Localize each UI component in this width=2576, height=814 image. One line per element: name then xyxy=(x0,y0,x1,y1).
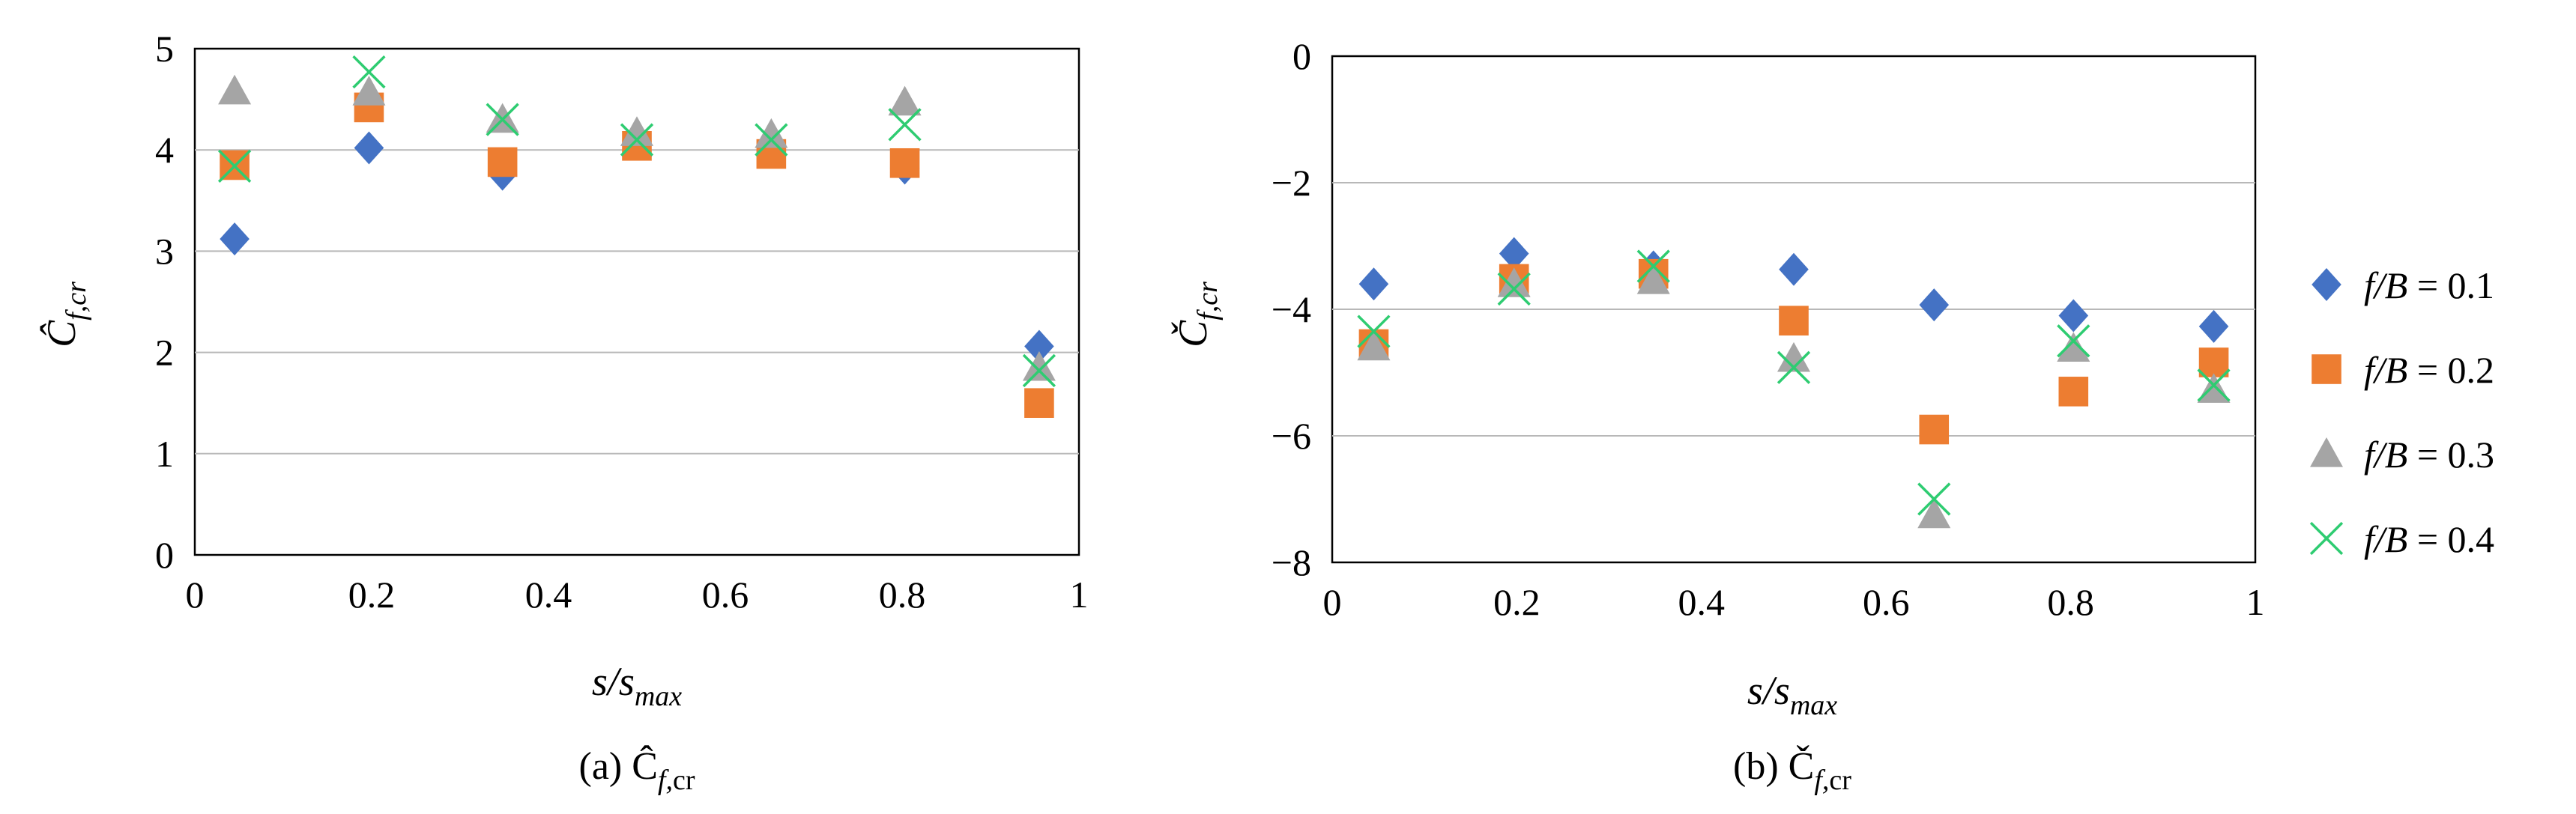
y-tick-label: −8 xyxy=(1272,541,1311,583)
chart-a-plot-area xyxy=(193,47,1080,556)
x-tick-label: 0.2 xyxy=(1493,581,1541,623)
y-tick-label: 2 xyxy=(155,332,174,374)
chart-a: 0 1 2 3 4 5 0 0.2 0.4 0.6 0.8 1 Ĉf,cr s/smax (a) Ĉf… xyxy=(39,28,1089,796)
data-point-cross xyxy=(1917,482,1951,516)
data-point-triangle xyxy=(1777,341,1810,372)
x-tick-label: 1 xyxy=(2246,581,2265,623)
x-tick-label: 0.6 xyxy=(702,574,749,616)
data-point-diamond xyxy=(1358,267,1389,301)
x-tick-label: 0.2 xyxy=(348,574,396,616)
chart-a-grid xyxy=(195,149,1079,455)
data-point-cross xyxy=(1636,249,1670,283)
x-tick-label: 0 xyxy=(1323,581,1342,623)
chart-a-ticks: 0 1 2 3 4 5 0 0.2 0.4 0.6 0.8 1 xyxy=(155,28,1089,616)
x-tick-label: 0.6 xyxy=(1863,581,1910,623)
data-point-cross xyxy=(1022,353,1056,388)
x-tick-label: 1 xyxy=(1070,574,1089,616)
data-point-diamond xyxy=(220,222,250,256)
data-point-square xyxy=(1779,306,1809,336)
data-point-cross xyxy=(755,123,788,157)
data-point-square xyxy=(1024,388,1054,418)
chart-b-marks xyxy=(1357,237,2231,529)
chart-a-marks xyxy=(217,55,1056,418)
y-tick-label: −2 xyxy=(1272,162,1311,204)
data-point-triangle xyxy=(352,76,386,106)
data-point-diamond xyxy=(2198,309,2229,343)
legend: f/B = 0.1 f/B = 0.2 f/B = 0.3 f/B = 0.4 xyxy=(2309,264,2494,560)
data-point-diamond xyxy=(1779,252,1809,286)
legend-marker-square xyxy=(2312,354,2341,384)
data-point-diamond xyxy=(1919,288,1950,322)
chart-b-xlabel: s/smax xyxy=(1747,668,1837,721)
legend-label: f/B = 0.2 xyxy=(2364,349,2494,391)
data-point-triangle xyxy=(1022,350,1056,381)
legend-marker-cross xyxy=(2309,521,2344,556)
data-point-cross xyxy=(620,123,654,157)
chart-a-caption: (a) Ĉf,cr xyxy=(579,744,695,796)
chart-a-ylabel: Ĉf,cr xyxy=(39,282,92,347)
legend-marker-diamond xyxy=(2312,268,2341,301)
y-tick-label: −6 xyxy=(1272,415,1311,457)
y-tick-label: 3 xyxy=(155,230,174,272)
y-tick-label: 0 xyxy=(155,534,174,576)
data-point-cross xyxy=(1357,315,1391,348)
x-tick-label: 0.4 xyxy=(525,574,572,616)
data-point-square xyxy=(1919,414,1950,445)
data-point-triangle xyxy=(1636,264,1670,294)
data-point-triangle xyxy=(755,118,788,148)
x-tick-label: 0 xyxy=(186,574,205,616)
data-point-diamond xyxy=(1499,237,1529,270)
data-point-square xyxy=(889,148,920,178)
chart-a-xlabel: s/smax xyxy=(592,659,682,712)
data-point-cross xyxy=(2057,324,2090,358)
legend-label: f/B = 0.1 xyxy=(2364,264,2494,306)
data-point-cross xyxy=(486,103,519,136)
data-point-triangle xyxy=(1357,330,1391,361)
data-point-cross xyxy=(1777,350,1811,384)
y-tick-label: 4 xyxy=(155,129,174,171)
data-point-triangle xyxy=(2057,332,2090,362)
data-point-triangle xyxy=(1917,498,1951,529)
chart-b-ylabel: Čf,cr xyxy=(1170,282,1224,347)
data-point-diamond xyxy=(354,131,384,165)
data-point-cross xyxy=(1497,272,1531,306)
y-tick-label: 1 xyxy=(155,433,174,475)
data-point-square xyxy=(487,147,518,177)
legend-label: f/B = 0.4 xyxy=(2364,518,2494,560)
data-point-square xyxy=(2058,377,2089,407)
data-point-diamond xyxy=(2058,299,2089,332)
data-point-triangle xyxy=(620,116,653,146)
y-tick-label: 0 xyxy=(1292,35,1311,77)
data-point-triangle xyxy=(888,85,922,116)
x-tick-label: 0.4 xyxy=(1678,581,1726,623)
data-point-cross xyxy=(888,108,922,142)
data-point-cross xyxy=(2197,368,2231,402)
legend-marker-triangle xyxy=(2310,437,2343,467)
data-point-triangle xyxy=(218,74,252,105)
y-tick-label: −4 xyxy=(1272,288,1311,330)
data-point-diamond xyxy=(1024,329,1054,363)
data-point-cross xyxy=(217,149,252,183)
data-point-triangle xyxy=(2197,373,2231,403)
y-tick-label: 5 xyxy=(155,28,174,70)
legend-label: f/B = 0.3 xyxy=(2364,434,2494,476)
chart-b: −8 −6 −4 −2 0 0 0.2 0.4 0.6 0.8 1 Čf,cr s/smax (b)… xyxy=(1170,35,2265,796)
data-point-triangle xyxy=(1497,267,1531,297)
x-tick-label: 0.8 xyxy=(2047,581,2094,623)
data-point-square xyxy=(2198,347,2229,377)
chart-b-caption: (b) Čf,cr xyxy=(1733,744,1851,796)
chart-b-ticks: −8 −6 −4 −2 0 0 0.2 0.4 0.6 0.8 1 xyxy=(1272,35,2265,623)
x-tick-label: 0.8 xyxy=(879,574,926,616)
data-point-cross xyxy=(352,55,386,89)
